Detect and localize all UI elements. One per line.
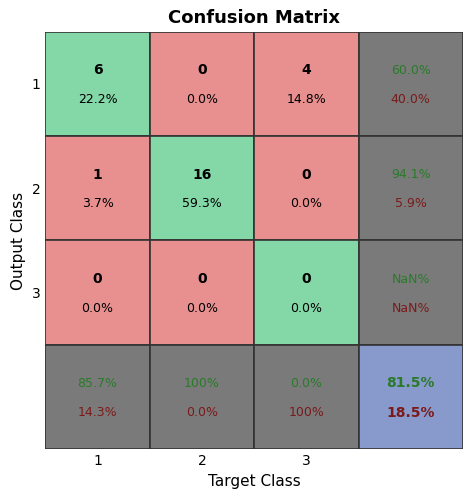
Bar [46, 345, 150, 449]
Text: 16: 16 [192, 168, 212, 182]
Text: 1: 1 [93, 168, 102, 182]
Bar [46, 136, 150, 241]
Y-axis label: Output Class: Output Class [11, 191, 26, 289]
Text: 0.0%: 0.0% [186, 302, 218, 315]
Bar [254, 32, 358, 136]
Text: 81.5%: 81.5% [386, 376, 435, 390]
Bar [150, 241, 254, 345]
Text: 0.0%: 0.0% [82, 302, 114, 315]
Text: 6: 6 [93, 63, 102, 77]
Text: 0.0%: 0.0% [291, 197, 322, 211]
Text: 5.9%: 5.9% [395, 197, 427, 211]
Bar [254, 136, 358, 241]
Text: 85.7%: 85.7% [78, 377, 118, 390]
Bar [358, 32, 463, 136]
Text: 0: 0 [301, 168, 311, 182]
Bar [358, 241, 463, 345]
Text: 3.7%: 3.7% [82, 197, 114, 211]
Text: NaN%: NaN% [392, 302, 430, 315]
X-axis label: Target Class: Target Class [208, 474, 301, 489]
Bar [150, 136, 254, 241]
Text: 14.3%: 14.3% [78, 406, 118, 419]
Text: 60.0%: 60.0% [391, 64, 431, 77]
Text: 94.1%: 94.1% [391, 168, 430, 181]
Bar [150, 345, 254, 449]
Text: NaN%: NaN% [392, 272, 430, 285]
Text: 0: 0 [197, 272, 207, 286]
Text: 0.0%: 0.0% [186, 93, 218, 106]
Bar [150, 32, 254, 136]
Text: 14.8%: 14.8% [286, 93, 326, 106]
Text: 0.0%: 0.0% [291, 377, 322, 390]
Text: 22.2%: 22.2% [78, 93, 118, 106]
Text: 40.0%: 40.0% [391, 93, 431, 106]
Title: Confusion Matrix: Confusion Matrix [168, 9, 340, 27]
Text: 18.5%: 18.5% [386, 406, 435, 420]
Text: 0: 0 [197, 63, 207, 77]
Bar [46, 241, 150, 345]
Bar [46, 32, 150, 136]
Text: 59.3%: 59.3% [182, 197, 222, 211]
Bar [254, 241, 358, 345]
Text: 0: 0 [93, 272, 102, 286]
Text: 100%: 100% [184, 377, 220, 390]
Text: 4: 4 [301, 63, 311, 77]
Text: 0.0%: 0.0% [291, 302, 322, 315]
Text: 0.0%: 0.0% [186, 406, 218, 419]
Text: 100%: 100% [288, 406, 324, 419]
Bar [358, 136, 463, 241]
Bar [254, 345, 358, 449]
Bar [358, 345, 463, 449]
Text: 0: 0 [301, 272, 311, 286]
